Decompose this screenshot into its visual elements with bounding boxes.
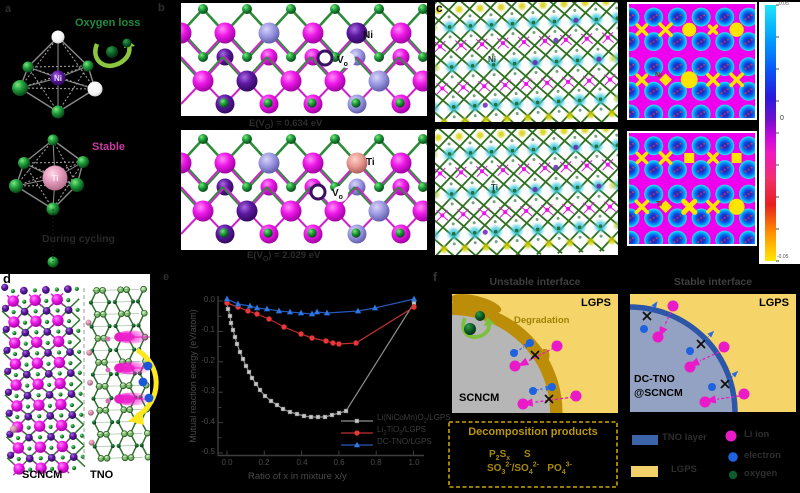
svg-text:Ni: Ni [54,74,62,83]
svg-text:Ti: Ti [52,174,59,183]
svg-text:Mutual reaction energy (eV/ato: Mutual reaction energy (eV/atom) [188,309,198,443]
